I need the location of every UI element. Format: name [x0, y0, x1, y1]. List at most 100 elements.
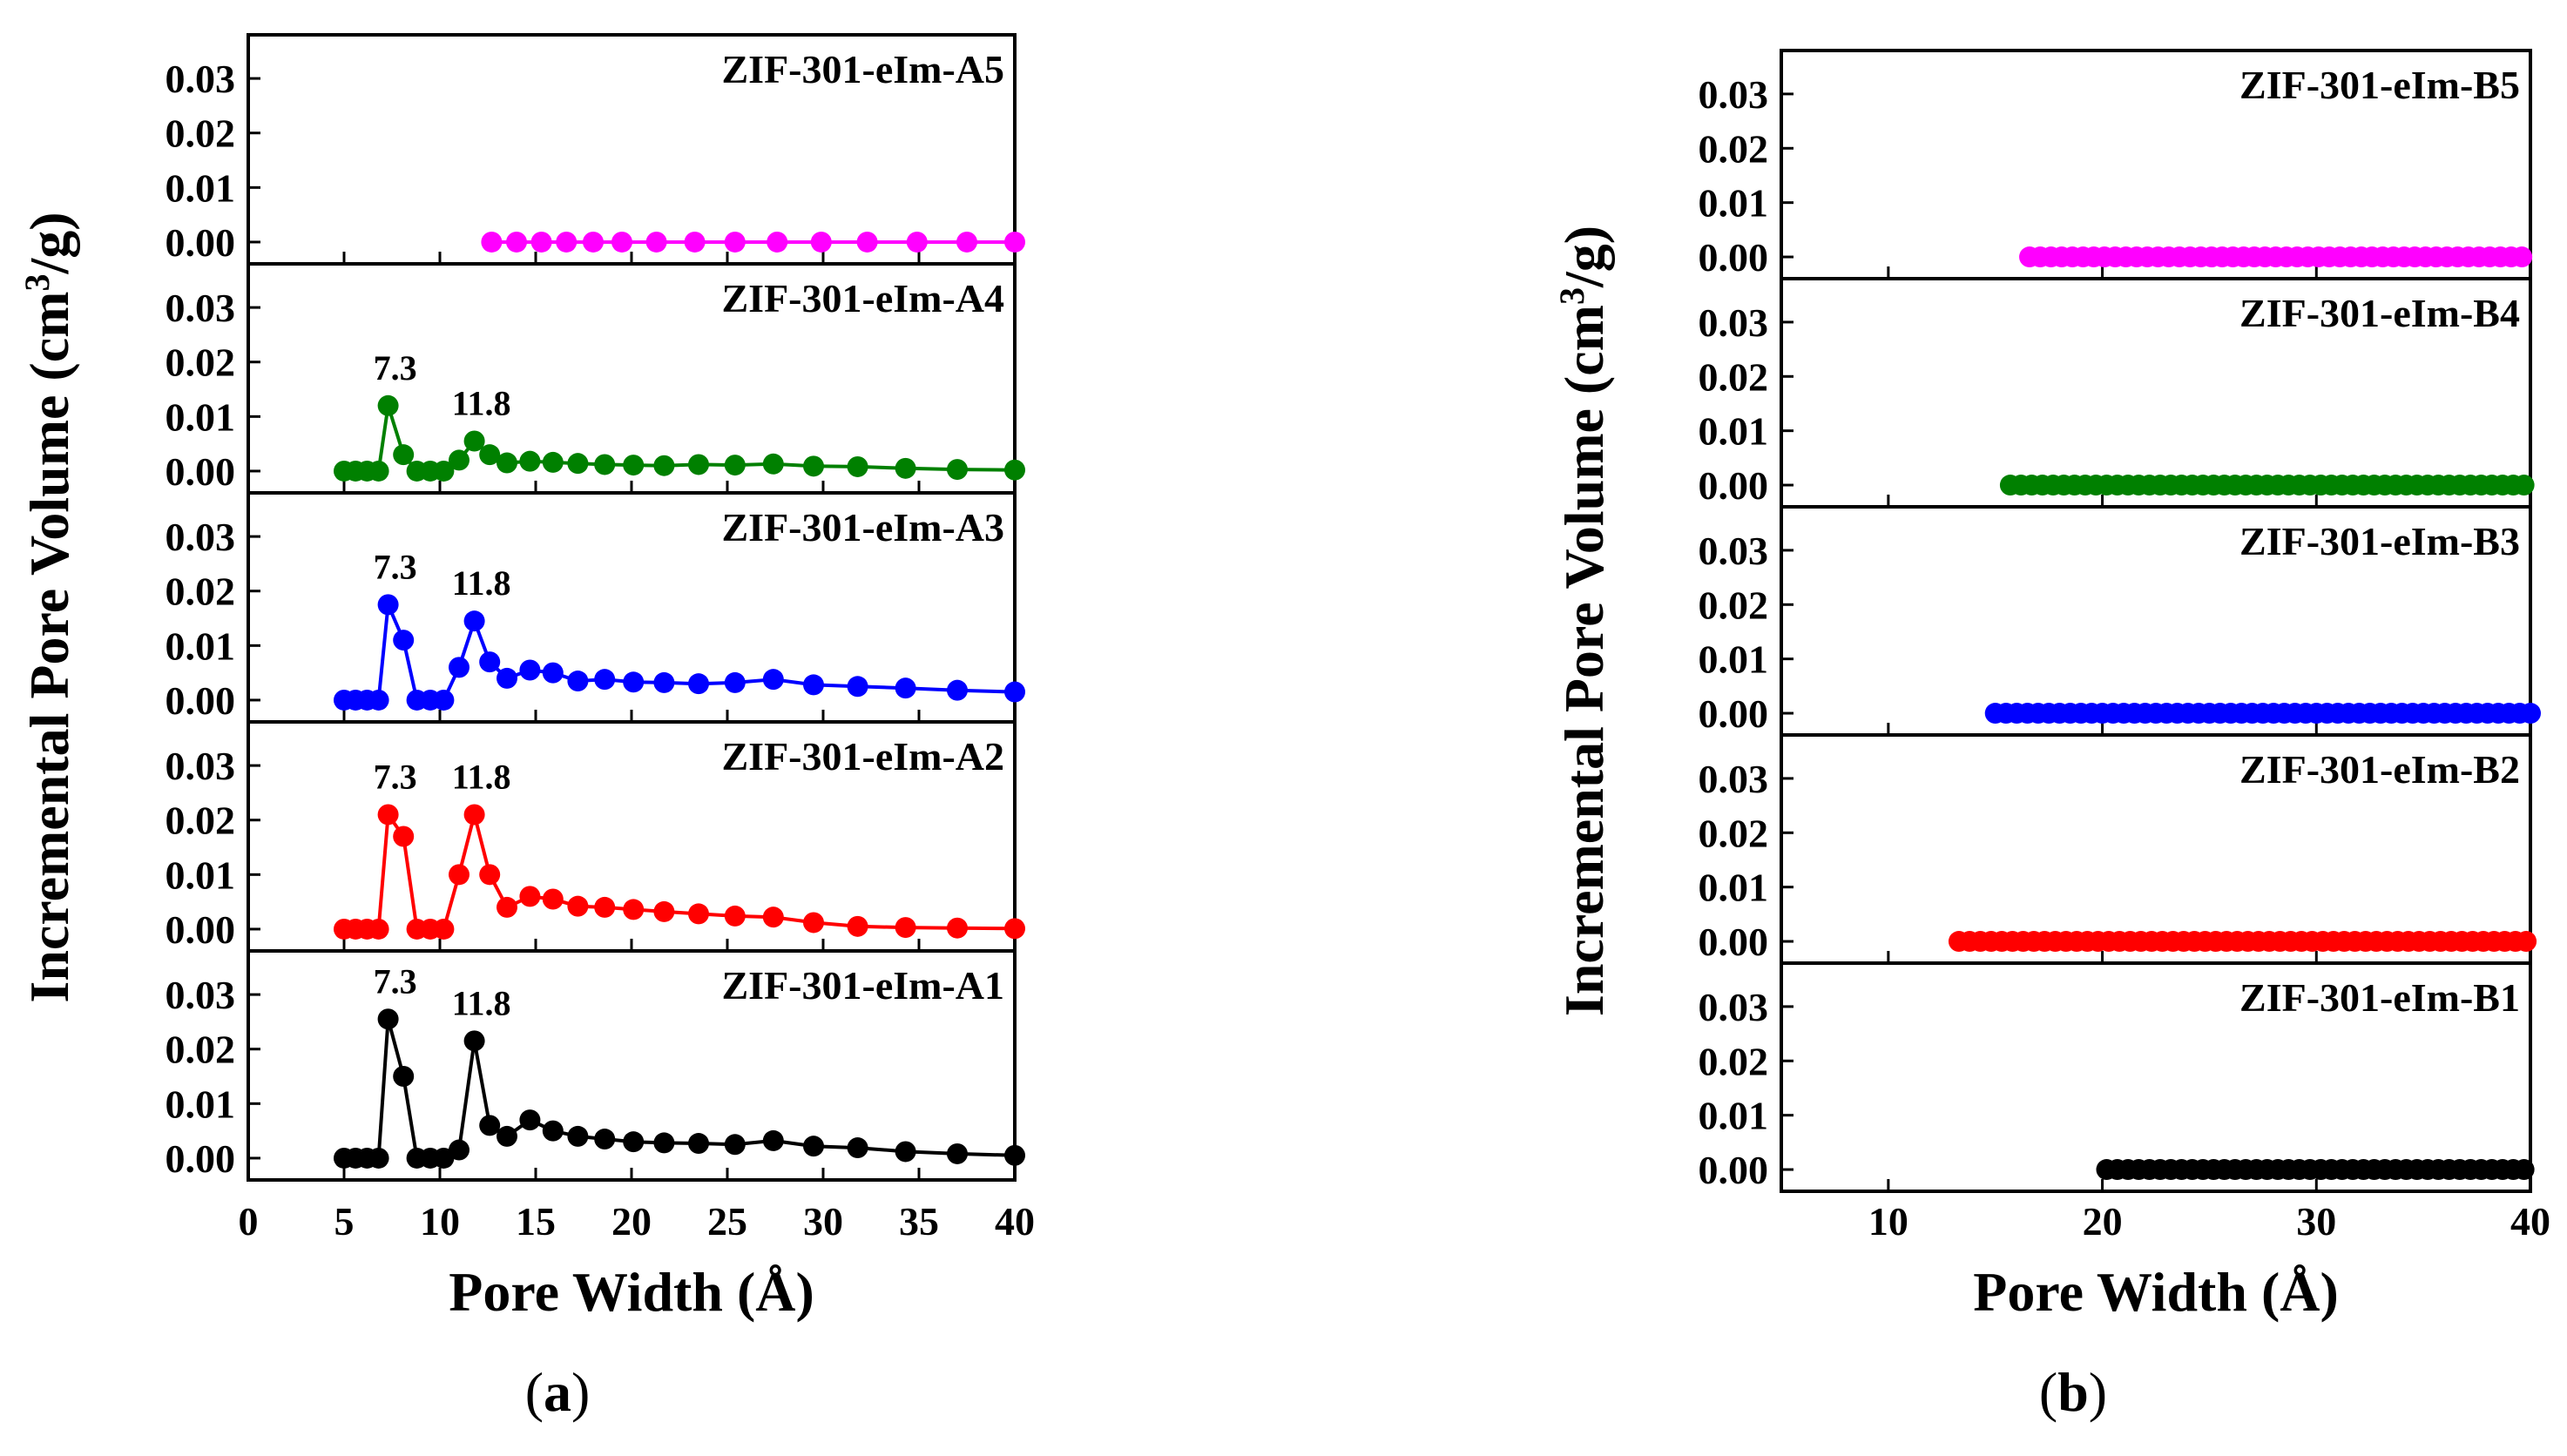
data-point	[479, 651, 501, 673]
x-tick-label: 20	[611, 1199, 652, 1244]
y-tick-label: 0.01	[166, 1082, 236, 1126]
data-point	[653, 1132, 675, 1154]
panel-b-1: 0.00 0.01 0.02 0.03 ZIF-301-eIm-B5	[1699, 49, 2533, 280]
panel-label: ZIF-301-eIm-B1	[2239, 975, 2520, 1020]
y-tick-label: 0.03	[166, 515, 236, 559]
data-point	[497, 452, 517, 474]
panel-a-4: 0.00 0.01 0.02 0.03 ZIF-301-eIm-A2 7.3 11.8	[166, 720, 1025, 953]
y-axis-title: Incremental Pore Volume (cm3/g)	[17, 212, 80, 1002]
panel-a-5: 0.00 0.01 0.02 0.03 ZIF-301-eIm-A1 7.3 11.8	[166, 949, 1025, 1182]
y-tick-label: 0.01	[166, 624, 236, 668]
data-point	[393, 1066, 415, 1088]
panel-b-5: 0.00 0.01 0.02 0.03 ZIF-301-eIm-B1	[1699, 961, 2535, 1193]
peak-label: 7.3	[374, 547, 417, 586]
x-tick-label: 10	[1868, 1199, 1908, 1244]
data-point	[895, 917, 916, 939]
x-tick-label: 5	[334, 1199, 355, 1244]
y-tick-label: 0.02	[166, 111, 236, 156]
y-tick-label: 0.00	[166, 1136, 236, 1181]
data-point	[856, 231, 878, 253]
data-point	[762, 453, 784, 475]
data-point	[377, 394, 399, 416]
data-point	[463, 610, 485, 632]
x-tick-label: 15	[516, 1199, 556, 1244]
data-point	[519, 450, 541, 472]
chart-b: 0.000.010.020.03 ZIF-301-eIm-B50.000.010.…	[1552, 49, 2550, 1423]
series-line	[344, 1018, 1016, 1160]
panel-a-2: 0.00 0.01 0.02 0.03 ZIF-301-eIm-A4 7.3 11.8	[166, 262, 1025, 495]
data-point	[519, 886, 541, 907]
data-point	[1004, 681, 1025, 703]
x-tick-label: 25	[707, 1199, 747, 1244]
x-tick-label: 20	[2083, 1199, 2123, 1244]
data-point	[530, 231, 552, 253]
panel-a-1: 0.00 0.01 0.02 0.03 ZIF-301-eIm-A5	[166, 33, 1025, 266]
panel-b-3: 0.00 0.01 0.02 0.03 ZIF-301-eIm-B3	[1699, 505, 2541, 737]
data-point	[433, 460, 455, 482]
y-tick-label: 0.02	[1699, 583, 1769, 627]
data-point	[519, 1109, 541, 1131]
x-axis-title: Pore Width (Å)	[449, 1261, 814, 1323]
y-tick-label: 0.03	[1699, 72, 1769, 117]
y-tick-label: 0.00	[1699, 920, 1769, 964]
data-point	[803, 912, 824, 934]
data-point	[463, 430, 485, 452]
data-point	[645, 231, 667, 253]
data-point	[767, 231, 788, 253]
data-point	[368, 918, 389, 940]
data-point	[1004, 459, 1025, 481]
x-tick-label: 0	[239, 1199, 259, 1244]
data-point	[368, 460, 389, 482]
data-point	[433, 689, 455, 711]
data-point	[847, 1137, 868, 1159]
data-point	[433, 918, 455, 940]
data-point	[2513, 475, 2535, 496]
y-tick-label: 0.03	[166, 57, 236, 101]
data-point	[449, 657, 469, 678]
data-point	[583, 231, 604, 253]
data-point	[594, 454, 616, 475]
panel-b-4: 0.00 0.01 0.02 0.03 ZIF-301-eIm-B2	[1699, 733, 2537, 965]
y-tick-label: 0.03	[1699, 985, 1769, 1029]
data-point	[567, 453, 589, 475]
peak-label: 11.8	[452, 983, 511, 1022]
peak-label: 11.8	[452, 563, 511, 603]
data-point	[623, 455, 645, 476]
data-point	[479, 864, 501, 886]
y-tick-label: 0.02	[166, 1028, 236, 1072]
data-point	[906, 231, 928, 253]
x-tick-label: 30	[2296, 1199, 2336, 1244]
data-point	[611, 231, 632, 253]
panel-label: ZIF-301-eIm-A3	[722, 505, 1005, 549]
data-point	[479, 444, 501, 466]
panel-label: ZIF-301-eIm-B3	[2239, 519, 2520, 563]
data-point	[449, 449, 469, 471]
data-point	[2516, 931, 2537, 953]
data-point	[2513, 1159, 2535, 1181]
data-point	[2511, 246, 2533, 268]
y-tick-label: 0.00	[166, 907, 236, 952]
data-point	[847, 915, 868, 937]
data-point	[724, 905, 746, 927]
y-tick-label: 0.02	[166, 570, 236, 614]
y-tick-label: 0.01	[1699, 866, 1769, 910]
peak-label: 7.3	[374, 348, 417, 388]
panel-label: ZIF-301-eIm-B2	[2239, 747, 2520, 792]
data-point	[594, 1129, 616, 1150]
x-tick-label: 40	[2510, 1199, 2550, 1244]
y-tick-label: 0.00	[166, 220, 236, 265]
data-point	[653, 900, 675, 922]
data-point	[567, 671, 589, 692]
panel-frame	[1780, 961, 2532, 1193]
data-point	[895, 1141, 916, 1163]
data-point	[623, 899, 645, 920]
y-tick-label: 0.03	[166, 744, 236, 788]
y-tick-label: 0.01	[1699, 409, 1769, 454]
chart-a: 0.000.010.020.03 ZIF-301-eIm-A50.000.010.…	[17, 33, 1035, 1423]
data-point	[567, 1125, 589, 1147]
y-tick-label: 0.01	[166, 853, 236, 897]
data-point	[556, 231, 578, 253]
data-point	[481, 231, 503, 253]
data-point	[594, 669, 616, 691]
